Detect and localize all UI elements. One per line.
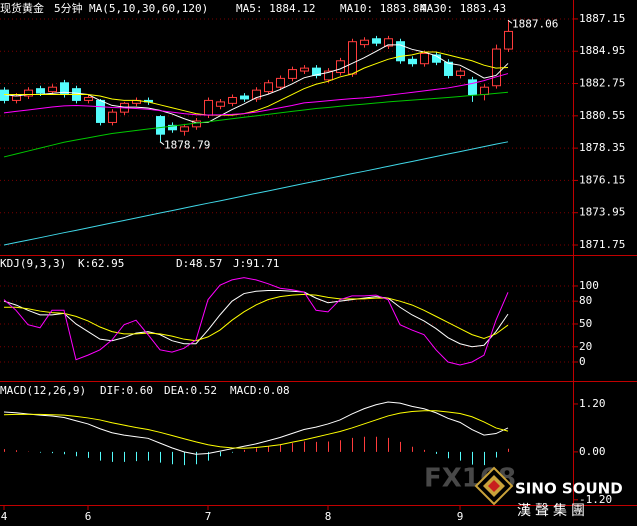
legend-entry: DEA:0.52 [164,384,217,397]
y-tick-label: 1878.35 [579,141,625,154]
candle-body [300,67,309,72]
indicator-line [3,401,509,455]
annotation-leader [159,141,165,146]
y-tick-label: 1871.75 [579,238,625,251]
candle-body [12,95,21,101]
candle-body [372,38,381,44]
candle-body [36,88,45,94]
annotation-leader [507,19,513,24]
candle-body [108,111,117,123]
y-tick-label: 1880.55 [579,109,625,122]
candle-body [336,60,345,74]
y-tick-label: 1882.75 [579,77,625,90]
legend-entry: MA5: 1884.12 [236,2,315,15]
indicator-label: MACD(12,26,9) [0,384,86,397]
candle-body [444,61,453,76]
legend-entry: K:62.95 [78,257,124,270]
candle-body [96,99,105,123]
y-tick-label: 80 [579,294,592,307]
chart-subtitle: 5分钟 [54,1,83,15]
logo-diamond [488,480,500,492]
annotation-label: 1878.79 [164,139,210,152]
indicator-line [4,293,509,342]
x-tick-label: 9 [457,510,464,523]
x-tick-label: 4 [1,510,8,523]
x-tick-label: 7 [205,510,212,523]
candle-body [276,77,285,88]
legend-entry: MACD:0.08 [230,384,290,397]
candle-body [480,86,489,96]
candle-body [48,86,57,93]
legend-entry: DIF:0.60 [100,384,153,397]
y-tick-label: 1.20 [579,397,606,410]
candle-body [228,96,237,104]
legend-entry: MA30: 1883.43 [420,2,506,15]
indicator-line [3,141,509,246]
indicator-line [3,277,509,366]
chart-title: 现货黄金 [0,1,44,15]
indicator-line [4,51,509,116]
candle-body [348,41,357,75]
candle-body [252,89,261,100]
y-tick-label: 1873.95 [579,206,625,219]
candle-body [24,89,33,97]
candle-body [240,95,249,100]
candle-body [384,38,393,47]
annotation-label: 1887.06 [512,17,558,30]
candle-body [204,99,213,116]
candle-body [84,96,93,101]
y-tick-label: 1887.15 [579,12,625,25]
y-tick-label: 100 [579,279,599,292]
candle-body [468,79,477,96]
x-tick-label: 6 [85,510,92,523]
indicator-line [3,91,509,158]
indicator-line [3,290,509,348]
watermark: FX168 SINO SOUND 漢聲集團 [424,464,623,520]
y-tick-label: 1876.15 [579,173,625,186]
x-tick-label: 8 [325,510,332,523]
candle-body [168,124,177,131]
watermark-name-cn: 漢聲集團 [517,502,589,519]
y-tick-label: 0 [579,355,586,368]
legend-entry: MA10: 1883.84 [340,2,426,15]
indicator-line [3,73,509,116]
indicator-label: MA(5,10,30,60,120) [89,2,208,15]
candle-body [180,126,189,132]
watermark-name: SINO SOUND [515,480,623,498]
y-tick-label: 20 [579,340,592,353]
y-tick-label: 1884.95 [579,44,625,57]
candle-body [324,70,333,81]
legend-entry: J:91.71 [233,257,279,270]
candle-body [288,69,297,79]
candle-body [420,52,429,65]
candle-body [264,82,273,93]
candle-body [396,41,405,62]
y-tick-label: 50 [579,317,592,330]
indicator-label: KDJ(9,3,3) [0,257,66,270]
candle-body [456,70,465,76]
candle-body [216,101,225,107]
legend-entry: D:48.57 [176,257,222,270]
candle-body [156,116,165,135]
candle-body [504,30,513,50]
y-tick-label: -1.20 [579,493,612,506]
indicator-line [3,410,509,449]
candle-body [408,58,417,65]
y-tick-label: 0.00 [579,445,606,458]
candle-body [360,39,369,46]
plot-layer: 1887.15 1884.95 1882.75 1880.55 1878.35 1876.… [0,1,625,523]
candle-body [312,67,321,76]
